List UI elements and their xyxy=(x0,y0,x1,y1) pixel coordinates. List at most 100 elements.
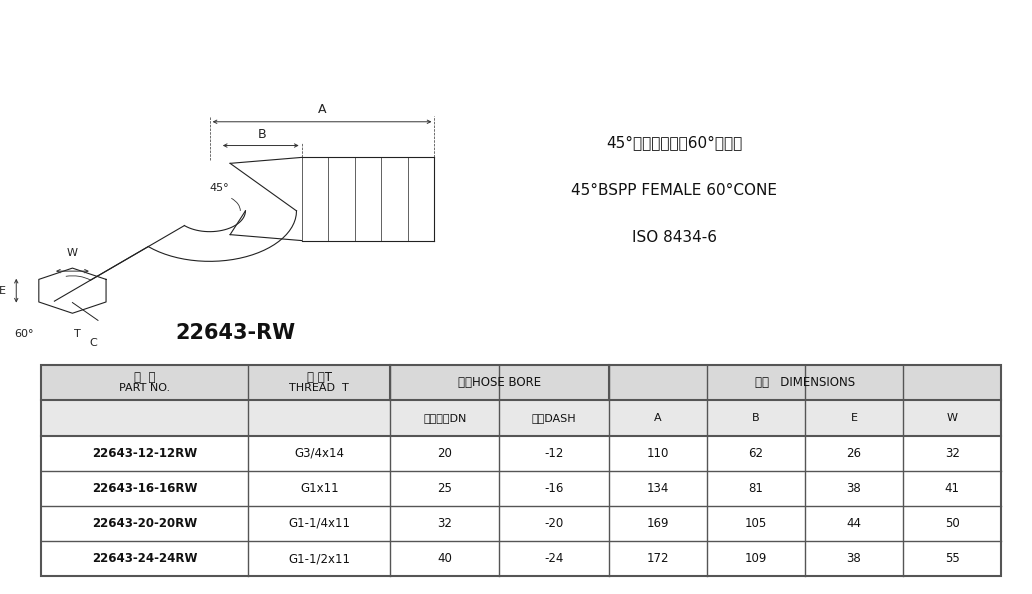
Bar xyxy=(249,435,390,470)
Text: ISO 8434-6: ISO 8434-6 xyxy=(632,230,717,245)
Bar xyxy=(390,435,499,470)
Bar xyxy=(609,470,707,506)
Text: A: A xyxy=(318,103,326,116)
Bar xyxy=(707,470,805,506)
Bar xyxy=(249,365,390,400)
Bar xyxy=(249,506,390,541)
Bar xyxy=(805,365,903,400)
Text: C: C xyxy=(89,338,97,348)
Text: 软管HOSE BORE: 软管HOSE BORE xyxy=(458,377,541,390)
Bar xyxy=(41,541,249,576)
Text: 60°: 60° xyxy=(14,329,33,339)
Text: 22643-24-24RW: 22643-24-24RW xyxy=(92,552,197,565)
Bar xyxy=(390,470,499,506)
Text: 标号DASH: 标号DASH xyxy=(531,413,576,423)
Text: T: T xyxy=(74,329,80,339)
Bar xyxy=(903,400,1001,435)
Bar xyxy=(41,365,249,400)
Text: 38: 38 xyxy=(846,552,862,565)
Text: 62: 62 xyxy=(748,447,764,460)
Text: 25: 25 xyxy=(438,482,452,495)
Text: B: B xyxy=(258,128,266,141)
Bar xyxy=(390,506,499,541)
Text: 22643-12-12RW: 22643-12-12RW xyxy=(92,447,197,460)
Bar xyxy=(41,400,249,435)
Text: THREAD  T: THREAD T xyxy=(290,383,349,393)
Bar xyxy=(805,470,903,506)
Text: 110: 110 xyxy=(646,447,669,460)
Text: 32: 32 xyxy=(945,447,960,460)
Bar xyxy=(805,400,903,435)
Bar xyxy=(805,435,903,470)
Text: G1x11: G1x11 xyxy=(300,482,338,495)
Bar xyxy=(41,470,249,506)
Text: W: W xyxy=(67,248,78,258)
Text: 134: 134 xyxy=(646,482,669,495)
Text: 45°: 45° xyxy=(209,183,229,193)
Bar xyxy=(903,435,1001,470)
Text: 169: 169 xyxy=(646,517,669,530)
Bar xyxy=(499,435,609,470)
Text: 44: 44 xyxy=(846,517,862,530)
Bar xyxy=(390,400,499,435)
Text: 38: 38 xyxy=(846,482,862,495)
Text: G1-1/4x11: G1-1/4x11 xyxy=(288,517,351,530)
Text: 55: 55 xyxy=(945,552,960,565)
Bar xyxy=(249,400,390,435)
Bar xyxy=(707,400,805,435)
Text: PART NO.: PART NO. xyxy=(120,383,170,393)
Text: 105: 105 xyxy=(745,517,767,530)
Bar xyxy=(499,365,609,400)
Bar xyxy=(499,541,609,576)
Bar xyxy=(499,506,609,541)
Text: A: A xyxy=(654,413,662,423)
Bar xyxy=(707,435,805,470)
Text: 26: 26 xyxy=(846,447,862,460)
Text: -24: -24 xyxy=(544,552,563,565)
Bar xyxy=(609,435,707,470)
Text: 45°BSPP FEMALE 60°CONE: 45°BSPP FEMALE 60°CONE xyxy=(572,182,777,198)
Text: W: W xyxy=(946,413,958,423)
Bar xyxy=(903,506,1001,541)
Bar xyxy=(609,400,707,435)
Bar xyxy=(390,541,499,576)
Text: G3/4x14: G3/4x14 xyxy=(294,447,345,460)
Text: 型  号: 型 号 xyxy=(134,371,156,384)
Text: 22643-20-20RW: 22643-20-20RW xyxy=(92,517,197,530)
Bar xyxy=(805,506,903,541)
Bar xyxy=(805,541,903,576)
Text: 45°英制管内螺纶60°外锥面: 45°英制管内螺纶60°外锥面 xyxy=(607,135,743,150)
Bar xyxy=(499,470,609,506)
Text: B: B xyxy=(752,413,760,423)
Text: 41: 41 xyxy=(944,482,960,495)
Text: 22643-16-16RW: 22643-16-16RW xyxy=(92,482,197,495)
Bar xyxy=(903,365,1001,400)
Text: G1-1/2x11: G1-1/2x11 xyxy=(288,552,351,565)
Bar xyxy=(903,541,1001,576)
Text: -12: -12 xyxy=(544,447,563,460)
Text: 22643-RW: 22643-RW xyxy=(175,323,295,343)
Text: 172: 172 xyxy=(646,552,669,565)
Text: 81: 81 xyxy=(748,482,764,495)
Bar xyxy=(707,506,805,541)
Text: 109: 109 xyxy=(745,552,767,565)
Text: -16: -16 xyxy=(544,482,563,495)
Text: -20: -20 xyxy=(544,517,563,530)
Bar xyxy=(707,365,805,400)
Bar xyxy=(41,365,1001,576)
Bar xyxy=(41,435,249,470)
Text: E: E xyxy=(0,286,6,296)
Bar xyxy=(41,506,249,541)
Text: E: E xyxy=(850,413,858,423)
Bar xyxy=(249,541,390,576)
Bar xyxy=(707,541,805,576)
Text: 40: 40 xyxy=(438,552,452,565)
Bar xyxy=(903,470,1001,506)
Text: 公称内径DN: 公称内径DN xyxy=(423,413,466,423)
Bar xyxy=(249,470,390,506)
Text: 尺寸   DIMENSIONS: 尺寸 DIMENSIONS xyxy=(754,377,854,390)
Text: 螺 纹T: 螺 纹T xyxy=(307,371,332,384)
Text: 20: 20 xyxy=(438,447,452,460)
Text: 50: 50 xyxy=(945,517,960,530)
Bar xyxy=(499,400,609,435)
